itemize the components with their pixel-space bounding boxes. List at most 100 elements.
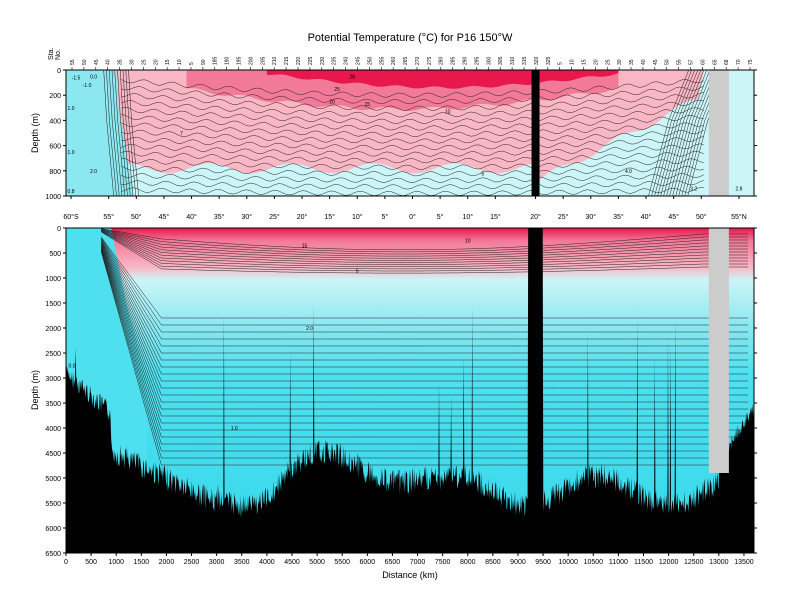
- upper-northern-contour: [672, 70, 714, 196]
- station-tick-label: 185: [213, 56, 219, 65]
- lower-ridge-bar: [531, 228, 540, 553]
- upper-contour-label: 0.0: [90, 74, 97, 80]
- upper-warm-surface-region: [266, 70, 619, 89]
- upper-contour-line: [121, 79, 704, 98]
- lower-contour-line: [101, 228, 748, 253]
- upper-contour-label: 28: [349, 74, 355, 80]
- x-tick-label: 12000: [659, 559, 679, 566]
- upper-y-label: Depth (m): [30, 113, 40, 153]
- upper-northern-contour: [651, 70, 692, 196]
- upper-contour-line: [121, 136, 704, 151]
- upper-southern-contour: [119, 70, 131, 196]
- x-tick-label: 0: [64, 559, 68, 566]
- upper-contour-line: [121, 99, 704, 118]
- station-tick-label: 305: [498, 56, 504, 65]
- lower-y-tick-label: 0: [57, 226, 61, 233]
- station-tick-label: 245: [355, 56, 361, 65]
- station-label-sta: Sta.: [48, 47, 55, 60]
- latitude-tick-label: 10°: [462, 213, 473, 221]
- station-tick-label: 57: [689, 59, 695, 65]
- lower-y-tick-label: 5500: [45, 501, 61, 508]
- station-axis: Sta. No. 55 50 45 40 35 30 25 20 15 10 5 90 185 190 19…: [48, 47, 754, 70]
- x-tick-label: 9000: [510, 559, 526, 566]
- lower-y-tick-label: 3000: [45, 376, 61, 383]
- upper-southern-contour: [106, 70, 117, 196]
- upper-no-data-band: [708, 70, 729, 196]
- x-tick-label: 3000: [209, 559, 225, 566]
- upper-contour-line: [121, 85, 704, 105]
- upper-northern-contour: [654, 70, 695, 196]
- upper-southern-contour: [108, 70, 120, 196]
- latitude-tick-label: 15°: [490, 213, 501, 221]
- lower-contour-label: 0.0: [69, 364, 76, 370]
- upper-contour-label: 7: [180, 131, 183, 137]
- lower-contour-line: [100, 243, 748, 389]
- lower-y-tick-label: 1000: [45, 276, 61, 283]
- upper-southern-contour: [114, 70, 126, 196]
- station-tick-label: 40: [106, 59, 112, 65]
- upper-contour-line: [121, 158, 704, 170]
- x-tick-label: 8000: [460, 559, 476, 566]
- station-tick-label: 255: [379, 56, 385, 65]
- lower-contour-line: [101, 229, 748, 261]
- upper-contour-line: [121, 150, 704, 164]
- x-axis-label: Distance (km): [382, 570, 438, 580]
- x-tick-label: 2000: [159, 559, 175, 566]
- x-tick-label: 10500: [584, 559, 604, 566]
- x-tick-label: 7500: [435, 559, 451, 566]
- station-tick-label: 230: [320, 56, 326, 65]
- x-tick-label: 13000: [709, 559, 729, 566]
- latitude-tick-label: 35°: [613, 213, 624, 221]
- latitude-tick-label: 15°: [324, 213, 335, 221]
- x-tick-label: 13500: [734, 559, 754, 566]
- latitude-axis: 60°S 55° 50° 45° 40° 35° 30° 25° 20° 15° 10° 5° 0° 5°…: [63, 196, 747, 221]
- station-tick-label: 70: [736, 59, 742, 65]
- distance-axis: 0 500 1000 1500 2000 2500 3000 3500 4000 4500 5000…: [64, 553, 754, 566]
- lower-contour-line: [100, 238, 748, 333]
- station-tick-label: 290: [463, 56, 469, 65]
- lower-no-data-band: [708, 228, 729, 473]
- station-tick-label: 90: [201, 59, 207, 65]
- upper-southern-contour: [103, 70, 114, 196]
- lower-contour-line: [100, 248, 748, 431]
- station-tick-label: 270: [415, 56, 421, 65]
- bathymetry-seafloor: [66, 228, 754, 553]
- chart-title: Potential Temperature (°C) for P16 150°W: [308, 32, 513, 44]
- upper-contour-label: 20: [329, 100, 335, 106]
- upper-contour-label: -1.5: [72, 76, 81, 82]
- lower-contour-line: [100, 244, 748, 396]
- station-tick-label: 210: [272, 56, 278, 65]
- lower-contour-line: [100, 241, 748, 361]
- upper-contour-line: [121, 173, 704, 183]
- latitude-tick-label: 30°: [241, 213, 252, 221]
- upper-contour-label: 15: [365, 102, 371, 108]
- lower-contour-line: [101, 230, 748, 265]
- station-tick-label: 205: [260, 56, 266, 65]
- lower-y-tick-label: 4000: [45, 426, 61, 433]
- x-tick-label: 5000: [309, 559, 325, 566]
- station-tick-label: 30: [129, 59, 135, 65]
- lower-y-tick-label: 2000: [45, 326, 61, 333]
- lower-contour-line: [100, 237, 748, 326]
- upper-panel: 0 200 400 600 800 1000 Depth (m) -1.5 0.0 -1.0 1…: [30, 68, 757, 201]
- station-tick-label: 280: [439, 56, 445, 65]
- latitude-tick-label: 55°: [103, 213, 114, 221]
- lower-y-tick-label: 4500: [45, 451, 61, 458]
- station-tick-label: 275: [427, 56, 433, 65]
- upper-cool-region: [66, 70, 754, 196]
- latitude-tick-label: 45°: [668, 213, 679, 221]
- station-tick-label: 320: [534, 56, 540, 65]
- station-tick-label: 285: [451, 56, 457, 65]
- station-tick-label: 310: [510, 56, 516, 65]
- lower-contour-line: [100, 246, 748, 417]
- station-tick-label: 30: [617, 59, 623, 65]
- upper-contour-label: 2.0: [90, 169, 97, 175]
- lower-contour-line: [100, 238, 748, 340]
- lower-contour-line: [101, 231, 748, 270]
- station-tick-label: 315: [522, 56, 528, 65]
- lower-contour-line: [100, 250, 748, 452]
- station-tick-label: 55: [677, 59, 683, 65]
- latitude-tick-label: 55°N: [731, 213, 747, 221]
- station-tick-label: 325: [546, 56, 552, 65]
- x-tick-label: 6000: [360, 559, 376, 566]
